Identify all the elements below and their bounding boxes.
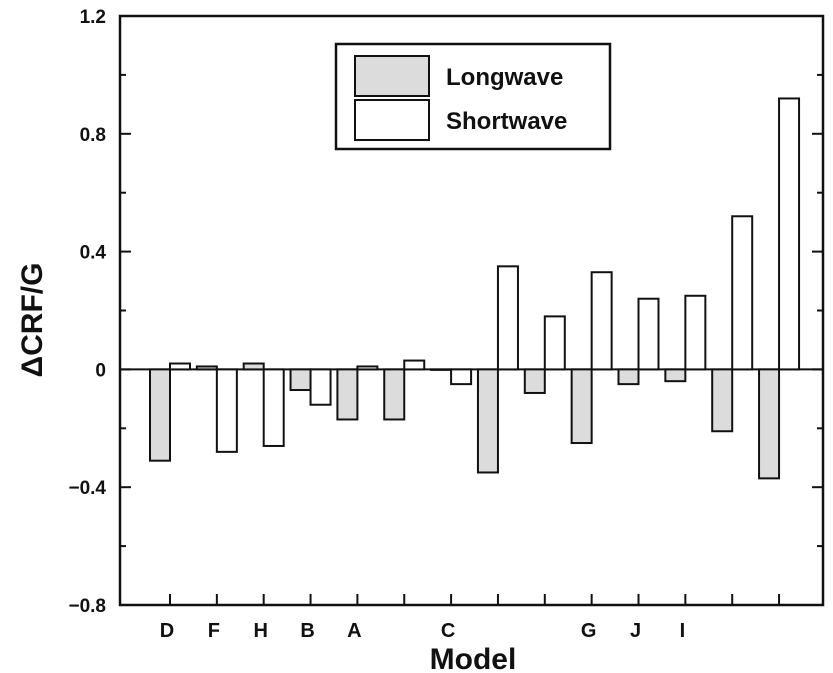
bar-shortwave — [684, 294, 707, 371]
x-tick-label: F — [208, 620, 220, 642]
legend-label: Shortwave — [446, 108, 567, 135]
x-tick-label: C — [441, 620, 455, 642]
bar-longwave — [617, 368, 640, 386]
bar-longwave — [570, 368, 593, 445]
bar-shortwave — [169, 362, 191, 371]
bars — [149, 97, 801, 480]
bar-longwave — [149, 368, 171, 462]
bar-shortwave — [637, 297, 660, 371]
y-tick-label: 1.2 — [80, 7, 106, 28]
bar-longwave — [242, 362, 265, 371]
bar-longwave — [523, 368, 546, 394]
bar-shortwave — [215, 368, 238, 453]
bar-longwave — [336, 368, 359, 421]
x-tick-label: I — [680, 620, 686, 642]
y-tick-label: 0.8 — [80, 125, 106, 146]
x-axis-title: Model — [430, 643, 517, 673]
bar-shortwave — [731, 215, 754, 371]
bar-shortwave — [496, 265, 519, 371]
legend-label: Longwave — [446, 64, 563, 91]
bar-longwave — [711, 368, 734, 433]
bar-shortwave — [543, 315, 566, 371]
bar-longwave — [383, 368, 406, 421]
bar-longwave — [758, 368, 781, 480]
x-tick-label: G — [581, 620, 597, 642]
bar-shortwave — [450, 368, 473, 386]
y-axis-title: ΔCRF/G — [16, 263, 49, 378]
x-tick-label: D — [160, 620, 174, 642]
y-tick-label: 0.4 — [80, 243, 107, 264]
bar-shortwave — [262, 368, 285, 447]
x-tick-label: B — [300, 620, 314, 642]
bar-longwave — [476, 368, 499, 474]
bar-shortwave — [309, 368, 332, 406]
x-tick-label: J — [630, 620, 641, 642]
bar-longwave — [195, 365, 218, 371]
bar-longwave — [664, 368, 687, 383]
bar-shortwave — [778, 97, 801, 371]
bar-shortwave — [590, 271, 613, 371]
x-tick-label: H — [253, 620, 267, 642]
legend: Longwave Shortwave — [334, 42, 612, 151]
x-tick-label: A — [347, 620, 361, 642]
bar-shortwave — [403, 359, 426, 371]
bar-shortwave — [356, 365, 379, 371]
bar-longwave — [289, 368, 312, 392]
legend-swatch — [354, 99, 430, 141]
y-tick-label: −0.8 — [68, 596, 106, 617]
y-tick-label: −0.4 — [68, 478, 106, 499]
bar-longwave — [430, 368, 453, 371]
legend-swatch — [354, 55, 430, 97]
y-tick-label: 0 — [95, 360, 106, 381]
